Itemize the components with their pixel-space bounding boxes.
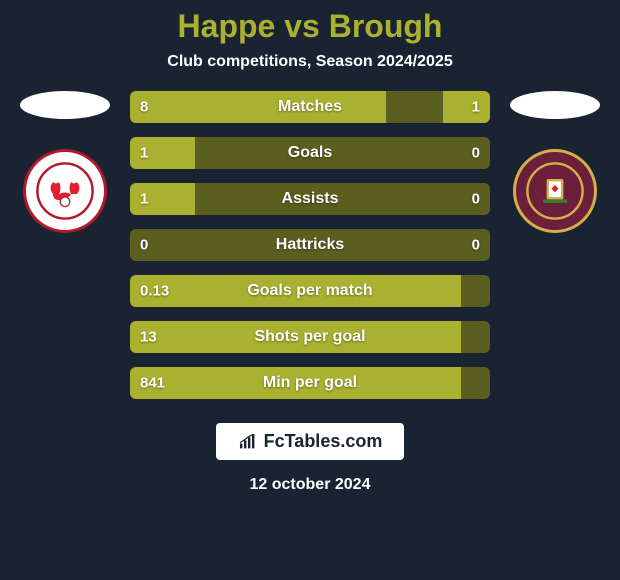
right-player-column: [500, 91, 610, 233]
stat-bar-matches: Matches 8 1: [130, 91, 490, 123]
bar-value-right: 0: [472, 237, 480, 254]
bar-value-left: 841: [140, 375, 165, 392]
left-club-crest: [23, 149, 107, 233]
comparison-card: Happe vs Brough Club competitions, Seaso…: [0, 0, 620, 580]
stat-bar-goals-per-match: Goals per match 0.13: [130, 275, 490, 307]
left-flag-icon: [20, 91, 110, 119]
bar-label: Goals: [288, 144, 332, 162]
bar-value-left: 1: [140, 145, 148, 162]
main-row: Matches81Goals10Assists10Hattricks00Goal…: [0, 91, 620, 399]
bar-left-fill: [130, 91, 386, 123]
stat-bar-assists: Assists 1 0: [130, 183, 490, 215]
bar-value-left: 1: [140, 191, 148, 208]
chart-icon: [238, 434, 258, 450]
page-subtitle: Club competitions, Season 2024/2025: [167, 53, 452, 71]
brand-badge[interactable]: FcTables.com: [216, 423, 405, 460]
stat-bar-min-per-goal: Min per goal 841: [130, 367, 490, 399]
right-flag-icon: [510, 91, 600, 119]
bar-label: Hattricks: [276, 236, 344, 254]
bar-right-fill: [443, 91, 490, 123]
bar-value-left: 13: [140, 329, 157, 346]
crest-left-svg: [35, 161, 95, 221]
bar-value-left: 0.13: [140, 283, 169, 300]
crest-right-svg: [525, 161, 585, 221]
page-title: Happe vs Brough: [178, 8, 443, 45]
date-label: 12 october 2024: [250, 476, 371, 494]
left-player-column: [10, 91, 120, 233]
stat-bars: Matches81Goals10Assists10Hattricks00Goal…: [130, 91, 490, 399]
bar-label: Assists: [282, 190, 339, 208]
bar-value-right: 0: [472, 191, 480, 208]
stat-bar-hattricks: Hattricks 0 0: [130, 229, 490, 261]
stat-bar-shots-per-goal: Shots per goal 13: [130, 321, 490, 353]
bar-label: Matches: [278, 98, 342, 116]
bar-label: Goals per match: [247, 282, 372, 300]
bar-value-left: 0: [140, 237, 148, 254]
right-club-crest: [513, 149, 597, 233]
brand-label: FcTables.com: [264, 431, 383, 452]
bar-label: Min per goal: [263, 374, 357, 392]
stat-bar-goals: Goals 1 0: [130, 137, 490, 169]
bar-value-right: 1: [472, 99, 480, 116]
bar-value-right: 0: [472, 145, 480, 162]
bar-value-left: 8: [140, 99, 148, 116]
bar-label: Shots per goal: [254, 328, 365, 346]
